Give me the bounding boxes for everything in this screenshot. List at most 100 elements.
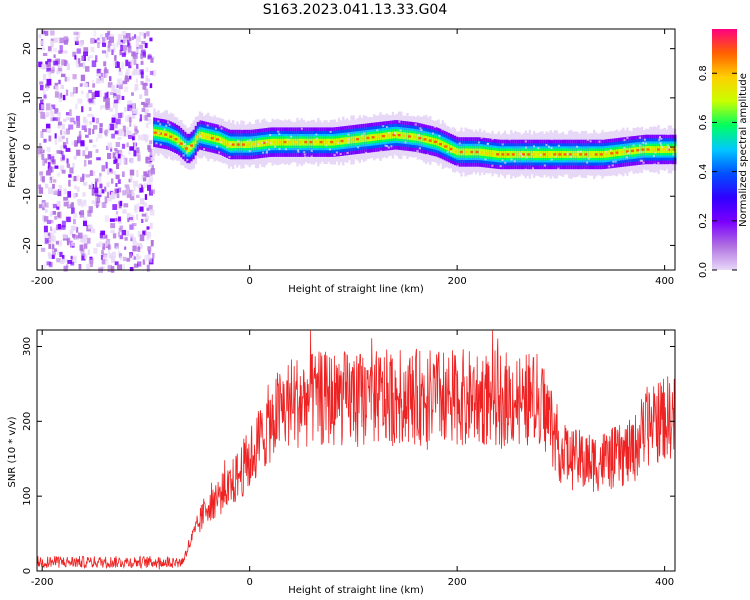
heatmap-ridge-peak xyxy=(656,148,660,151)
heatmap-noise-cell xyxy=(101,259,106,265)
heatmap-noise-cell xyxy=(131,114,136,119)
heatmap-ridge-band xyxy=(472,148,476,156)
heatmap-noise-cell xyxy=(133,263,139,268)
heatmap-noise-cell xyxy=(58,121,62,126)
heatmap-noise-cell xyxy=(141,101,145,105)
heatmap-noise-cell xyxy=(44,30,49,36)
heatmap-noise-cell xyxy=(142,202,147,207)
heatmap-halo-cell xyxy=(385,126,388,129)
heatmap-noise-cell xyxy=(88,225,93,230)
heatmap-halo-cell xyxy=(235,163,238,166)
heatmap-halo-cell xyxy=(361,154,364,157)
heatmap-halo-cell xyxy=(198,119,201,122)
heatmap-ridge-peak xyxy=(236,143,240,146)
heatmap-noise-cell xyxy=(124,86,129,92)
heatmap-noise-cell xyxy=(109,218,115,222)
heatmap-halo-cell xyxy=(414,123,417,126)
heatmap-halo-cell xyxy=(333,154,336,156)
heatmap-ridge-band xyxy=(452,146,455,153)
heatmap-halo-cell xyxy=(550,146,553,149)
heatmap-noise-cell xyxy=(94,39,97,43)
heatmap-noise-cell xyxy=(66,63,71,71)
heatmap-noise-cell xyxy=(43,87,46,95)
heatmap-noise-cell xyxy=(44,237,49,244)
heatmap-ridge-peak xyxy=(304,140,308,144)
heatmap-halo-cell xyxy=(314,160,316,163)
heatmap-noise-cell xyxy=(81,253,86,261)
heatmap-noise-cell xyxy=(135,78,138,84)
x-tick-label: 400 xyxy=(655,276,674,287)
heatmap-halo-cell xyxy=(501,159,504,162)
heatmap-noise-cell xyxy=(54,215,58,220)
heatmap-halo-cell xyxy=(543,164,546,167)
heatmap-noise-cell xyxy=(142,231,145,236)
heatmap-halo-cell xyxy=(236,126,239,129)
heatmap-noise-cell xyxy=(115,183,118,187)
heatmap-ridge-peak xyxy=(210,137,214,140)
heatmap-noise-cell xyxy=(130,236,133,242)
heatmap-ridge-peak xyxy=(330,140,334,144)
heatmap-noise-cell xyxy=(38,34,42,39)
heatmap-noise-cell xyxy=(111,192,116,197)
heatmap-noise-cell xyxy=(100,105,102,110)
heatmap-halo-cell xyxy=(297,149,299,152)
heatmap-noise-cell xyxy=(55,85,59,91)
heatmap-noise-cell xyxy=(127,40,130,47)
heatmap-noise-cell xyxy=(58,150,63,154)
heatmap-noise-cell xyxy=(145,157,151,161)
heatmap-halo-cell xyxy=(514,169,517,172)
heatmap-noise-cell xyxy=(83,159,87,167)
heatmap-halo-cell xyxy=(226,146,229,149)
heatmap-noise-cell xyxy=(122,80,128,85)
heatmap-noise-cell xyxy=(140,81,144,85)
heatmap-noise-cell xyxy=(49,166,54,173)
heatmap-noise-cell xyxy=(144,88,149,96)
heatmap-noise-cell xyxy=(129,217,133,221)
heatmap-noise-cell xyxy=(100,76,104,83)
heatmap-noise-cell xyxy=(41,99,44,103)
heatmap-noise-cell xyxy=(95,117,100,124)
heatmap-noise-cell xyxy=(150,168,155,175)
heatmap-noise-cell xyxy=(39,85,44,91)
heatmap-noise-cell xyxy=(61,255,65,260)
heatmap-noise-cell xyxy=(49,69,55,74)
heatmap-noise-cell xyxy=(116,118,121,125)
heatmap-noise-cell xyxy=(129,193,135,201)
heatmap-noise-cell xyxy=(84,254,88,259)
heatmap-noise-cell xyxy=(63,118,67,122)
heatmap-noise-cell xyxy=(97,133,103,139)
heatmap-ridge-peak xyxy=(573,153,577,156)
heatmap-noise-cell xyxy=(104,235,108,239)
heatmap-ridge-peak xyxy=(594,153,598,156)
heatmap-halo-cell xyxy=(643,138,646,141)
heatmap-noise-cell xyxy=(82,173,85,181)
heatmap-noise-cell xyxy=(65,112,70,116)
heatmap-noise-cell xyxy=(102,37,105,44)
heatmap-halo-cell xyxy=(431,132,434,135)
heatmap-noise-cell xyxy=(150,184,153,191)
heatmap-halo-cell xyxy=(598,140,601,143)
heatmap-noise-cell xyxy=(124,75,129,80)
heatmap-noise-cell xyxy=(119,253,123,258)
heatmap-halo-cell xyxy=(226,124,229,127)
heatmap-noise-cell xyxy=(91,92,96,99)
heatmap-ridge-band xyxy=(385,132,388,140)
heatmap-noise-cell xyxy=(111,255,116,263)
heatmap-noise-cell xyxy=(118,227,122,232)
heatmap-noise-cell xyxy=(122,171,125,177)
heatmap-ridge-band xyxy=(545,151,548,158)
heatmap-ridge-band xyxy=(184,143,187,150)
heatmap-ridge-peak xyxy=(454,150,458,153)
heatmap-halo-cell xyxy=(157,120,160,123)
heatmap-halo-cell xyxy=(257,126,260,129)
heatmap-noise-cell xyxy=(63,265,68,272)
heatmap-noise-cell xyxy=(132,241,137,246)
colorbar-gradient xyxy=(712,29,737,270)
heatmap-halo-cell xyxy=(166,118,169,121)
heatmap-halo-cell xyxy=(388,118,390,121)
heatmap-halo-cell xyxy=(220,127,223,130)
heatmap-noise-cell xyxy=(86,263,91,271)
heatmap-ridge-band xyxy=(431,137,434,145)
heatmap-ridge-band xyxy=(323,138,326,146)
